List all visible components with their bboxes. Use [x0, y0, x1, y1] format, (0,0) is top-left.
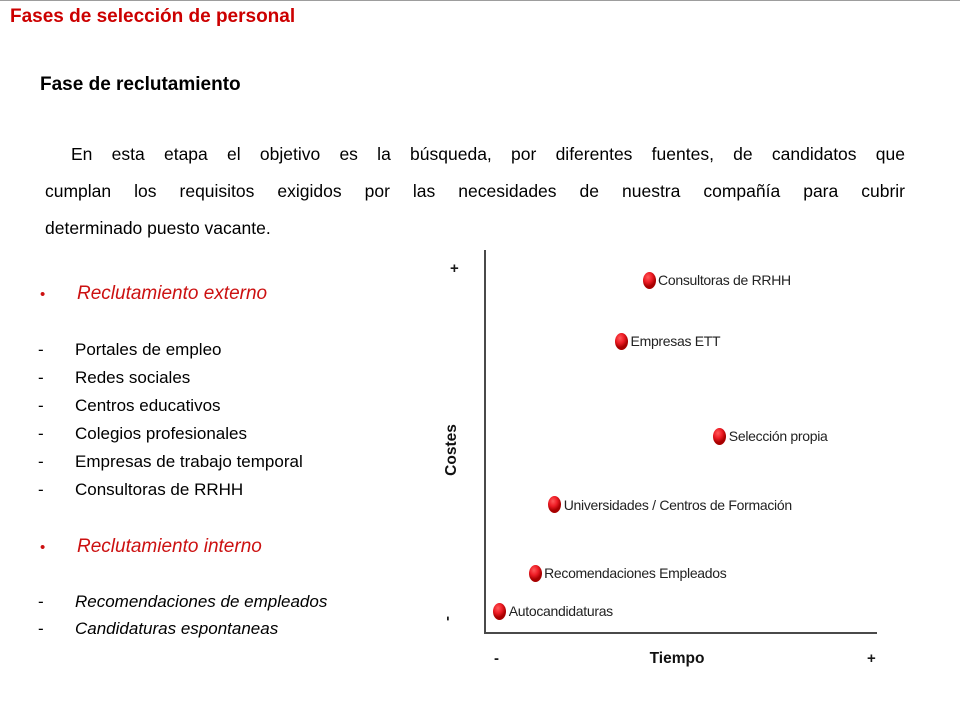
y-axis-max-sign: +: [450, 260, 459, 277]
list-item-label: Empresas de trabajo temporal: [75, 452, 303, 471]
list-item: - Empresas de trabajo temporal: [0, 452, 303, 480]
internal-recruitment-label: Reclutamiento interno: [77, 536, 262, 557]
cost-time-scatter-chart: + Costes - Consultoras de RRHH Empresas E…: [440, 245, 900, 675]
internal-recruitment-heading: • Reclutamiento interno: [0, 536, 262, 558]
paragraph-line: cumplan los requisitos exigidos por las …: [45, 181, 905, 201]
list-item: - Consultoras de RRHH: [0, 480, 303, 508]
list-item: - Portales de empleo: [0, 340, 303, 368]
dash-bullet-icon: -: [38, 424, 44, 443]
data-point-label: Autocandidaturas: [508, 603, 613, 619]
list-item-label: Centros educativos: [75, 396, 221, 415]
top-divider: [0, 0, 960, 1]
external-recruitment-heading: • Reclutamiento externo: [0, 283, 267, 305]
x-axis-min-sign: -: [494, 650, 499, 667]
data-point: [642, 271, 656, 289]
section-heading: Fase de reclutamiento: [40, 74, 241, 95]
page-title: Fases de selección de personal: [10, 6, 296, 27]
list-item: - Candidaturas espontaneas: [0, 619, 327, 646]
intro-paragraph: En esta etapa el objetivo es la búsqueda…: [45, 136, 905, 247]
bullet-icon: •: [40, 286, 46, 303]
data-point-label: Universidades / Centros de Formación: [563, 496, 792, 513]
data-point-label: Recomendaciones Empleados: [544, 565, 727, 581]
dash-bullet-icon: -: [38, 452, 44, 471]
list-item-label: Consultoras de RRHH: [75, 480, 244, 499]
dash-bullet-icon: -: [38, 480, 44, 499]
dash-bullet-icon: -: [38, 592, 44, 611]
external-sources-list: - Portales de empleo - Redes sociales - …: [0, 340, 303, 508]
list-item-label: Candidaturas espontaneas: [75, 619, 279, 638]
dash-bullet-icon: -: [38, 368, 44, 387]
data-point: [548, 496, 562, 514]
plot-area: Consultoras de RRHH Empresas ETT Selección…: [484, 250, 877, 632]
x-axis-max-sign: +: [867, 650, 876, 667]
dash-bullet-icon: -: [38, 619, 44, 638]
list-item-label: Portales de empleo: [75, 340, 222, 359]
data-point-label: Selección propia: [728, 428, 828, 445]
data-point: [615, 332, 629, 350]
list-item-label: Redes sociales: [75, 368, 191, 387]
list-item: - Redes sociales: [0, 368, 303, 396]
dash-bullet-icon: -: [38, 396, 44, 415]
y-axis-line: [484, 250, 486, 634]
paragraph-line: En esta etapa el objetivo es la búsqueda…: [71, 144, 905, 164]
external-recruitment-label: Reclutamiento externo: [77, 283, 268, 304]
internal-sources-list: - Recomendaciones de empleados - Candida…: [0, 592, 327, 646]
data-point: [713, 427, 727, 445]
dash-bullet-icon: -: [38, 340, 44, 359]
list-item: - Centros educativos: [0, 396, 303, 424]
list-item: - Recomendaciones de empleados: [0, 592, 327, 619]
x-axis-label: Tiempo: [649, 650, 705, 667]
data-point: [493, 602, 507, 620]
data-point-label: Empresas ETT: [630, 333, 721, 350]
list-item-label: Recomendaciones de empleados: [75, 592, 328, 611]
data-point: [528, 564, 542, 582]
y-axis-label: Costes: [443, 424, 460, 476]
list-item-label: Colegios profesionales: [75, 424, 247, 443]
y-axis-min-sign: -: [440, 616, 457, 621]
x-axis-line: [484, 632, 877, 634]
paragraph-line: determinado puesto vacante.: [45, 218, 271, 238]
bullet-icon: •: [40, 539, 46, 556]
data-point-label: Consultoras de RRHH: [658, 272, 791, 289]
list-item: - Colegios profesionales: [0, 424, 303, 452]
